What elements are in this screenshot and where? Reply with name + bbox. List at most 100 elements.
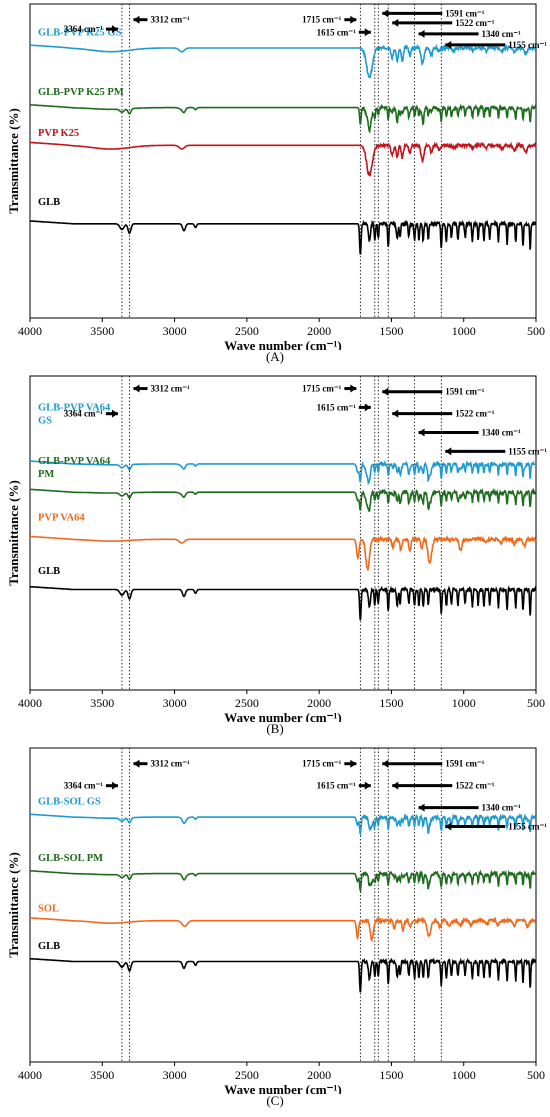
series-label: GLB [38,566,60,577]
annotation-arrowhead [111,781,118,790]
annotation-label: 3312 cm⁻¹ [150,384,189,394]
spectrum-line [30,141,537,177]
x-tick-label: 500 [527,324,545,338]
annotation-arrowhead [382,9,389,18]
x-tick-label: 2000 [307,696,331,710]
series-label: GLB-PVP K25 GS [38,27,122,38]
plot-frame [29,375,537,691]
annotation-label: 1615 cm⁻¹ [317,402,356,412]
y-axis-label: Transmittance (%) [6,108,21,214]
series-label: GLB-PVP VA64 [38,403,111,414]
ftir-chart-a: 4000 3500 3000 2500 2000 1500 1000 500 Wave numb… [6,3,547,350]
x-tick-label: 1500 [379,324,403,338]
annotation-label: 1340 cm⁻¹ [482,428,521,438]
y-axis-label: Transmittance (%) [6,480,21,586]
series-label: SOL [38,903,59,914]
annotation-label: 3312 cm⁻¹ [150,15,189,25]
panel-label-c: (C) [266,1093,284,1108]
x-axis-label: Wave number (cm⁻¹) [224,710,341,722]
x-tick-label: 3000 [163,1068,187,1082]
x-tick-label: 4000 [18,1068,42,1082]
spectrum-line [29,43,537,79]
annotation-arrowhead [392,781,399,790]
annotation-arrowhead [418,428,425,437]
x-tick-label: 3500 [90,696,114,710]
spectrum-line [30,916,537,943]
annotation-label: 1715 cm⁻¹ [302,759,341,769]
spectrum-line [30,869,537,894]
x-tick-label: 1000 [452,1068,476,1082]
x-tick-label: 3000 [163,696,187,710]
panel-a: 4000 3500 3000 2500 2000 1500 1000 500 Wave numb… [0,0,550,372]
x-tick-label: 1000 [452,324,476,338]
spectrum-line [30,219,537,255]
annotation-label: 1615 cm⁻¹ [317,27,356,37]
panel-label-b: (B) [266,721,284,736]
annotation-label: 1522 cm⁻¹ [455,409,494,419]
x-tick-label: 2000 [307,324,331,338]
x-tick-label: 500 [527,696,545,710]
spectrum-line [30,957,537,993]
annotation-label: 1340 cm⁻¹ [482,29,521,39]
x-tick-label: 4000 [18,324,42,338]
annotation-label: 1155 cm⁻¹ [508,40,547,50]
y-axis-label: Transmittance (%) [6,852,21,958]
series-label: GLB-SOL GS [38,797,101,808]
annotation-arrowhead [418,29,425,38]
x-tick-label: 3500 [90,324,114,338]
series-label: GLB-PVP VA64 [38,456,111,467]
x-tick-label: 2000 [307,1068,331,1082]
annotation-arrowhead [364,781,371,790]
annotation-arrowhead [445,822,452,831]
annotation-arrowhead [133,759,140,768]
annotation-arrowhead [445,40,452,49]
annotation-label: 1715 cm⁻¹ [302,384,341,394]
annotation-label: 1155 cm⁻¹ [508,446,547,456]
x-tick-label: 2500 [235,324,259,338]
ftir-chart-b: 4000 3500 3000 2500 2000 1500 1000 500 Wave numb… [6,375,547,722]
annotation-arrowhead [350,759,357,768]
x-tick-label: 2500 [235,696,259,710]
annotation-arrowhead [392,409,399,418]
annotation-arrowhead [350,15,357,24]
x-tick-label: 3000 [163,324,187,338]
plot-frame [29,747,537,1063]
annotation-arrowhead [418,803,425,812]
series-label: GLB-PVP K25 PM [38,87,124,98]
panel-c: 4000 3500 3000 2500 2000 1500 1000 500 Wave numb… [0,744,550,1117]
annotation-arrowhead [350,384,357,393]
x-tick-label: 2500 [235,1068,259,1082]
panel-label-a: (A) [265,349,285,364]
annotation-label: 1155 cm⁻¹ [508,822,547,832]
annotation-arrowhead [392,18,399,27]
x-tick-label: 1000 [452,696,476,710]
spectrum-line [30,459,537,486]
series-label: PVP K25 [38,128,79,139]
annotation-arrowhead [111,25,118,34]
x-tick-label: 4000 [18,696,42,710]
x-tick-label: 1500 [379,696,403,710]
x-axis-label: Wave number (cm⁻¹) [224,338,341,350]
series-label: GS [38,416,52,427]
annotation-label: 1340 cm⁻¹ [482,803,521,813]
spectrum-line [30,585,537,621]
annotation-arrowhead [133,15,140,24]
annotation-arrowhead [111,409,118,418]
series-label: PM [38,469,54,480]
series-label: GLB-SOL PM [38,853,103,864]
annotation-label: 1522 cm⁻¹ [455,781,494,791]
annotation-label: 1522 cm⁻¹ [455,18,494,28]
annotation-arrowhead [133,384,140,393]
annotation-label: 3312 cm⁻¹ [150,759,189,769]
x-tick-label: 3500 [90,1068,114,1082]
annotation-label: 1591 cm⁻¹ [445,759,484,769]
annotation-label: 3364 cm⁻¹ [64,781,103,791]
ftir-chart-c: 4000 3500 3000 2500 2000 1500 1000 500 Wave numb… [6,747,547,1094]
annotation-arrowhead [364,28,371,37]
annotation-arrowhead [445,447,452,456]
x-axis-label: Wave number (cm⁻¹) [224,1082,341,1094]
annotation-label: 1715 cm⁻¹ [302,15,341,25]
annotation-arrowhead [382,387,389,396]
spectrum-line [30,103,537,134]
spectrum-line [30,534,537,571]
